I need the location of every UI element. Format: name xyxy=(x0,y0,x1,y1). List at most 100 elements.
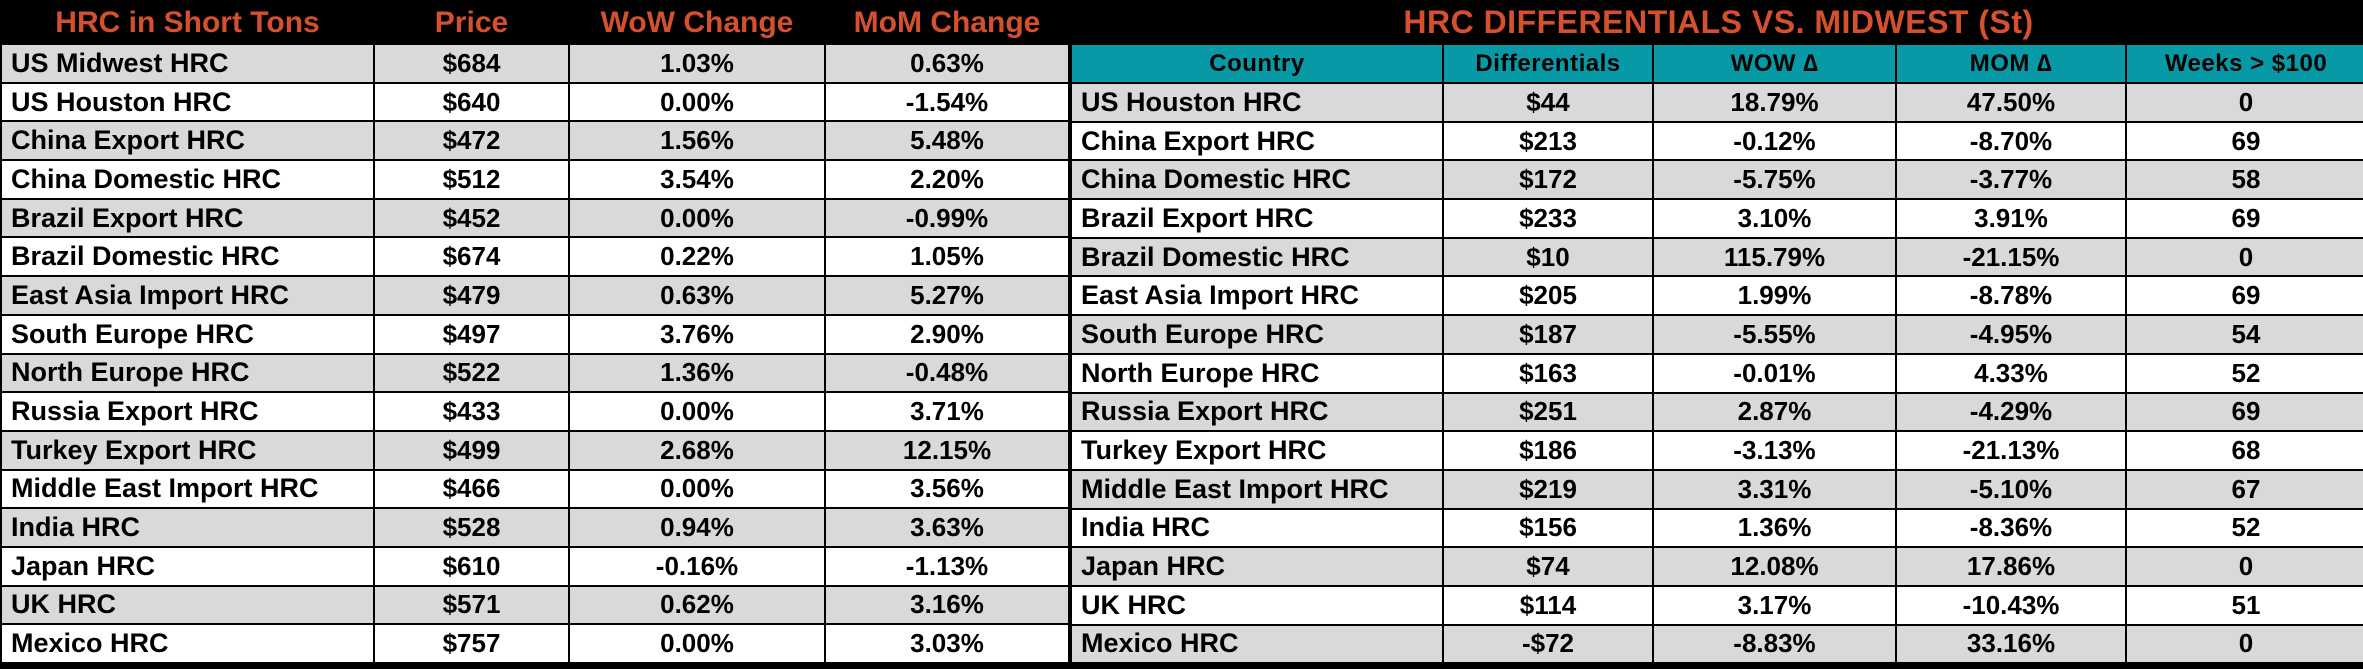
table-row: South Europe HRC $187 -5.55% -4.95% 54 xyxy=(1070,314,2363,355)
weeks-over-100-cell: 69 xyxy=(2124,198,2363,239)
price-cell: $512 xyxy=(373,159,570,200)
mom-delta-cell: -3.77% xyxy=(1895,159,2127,201)
weeks-over-100-cell: 51 xyxy=(2124,584,2363,626)
wow-change-cell: 0.63% xyxy=(568,275,826,316)
table-row: East Asia Import HRC $205 1.99% -8.78% 69 xyxy=(1070,275,2363,317)
table-row: UK HRC $114 3.17% -10.43% 51 xyxy=(1070,584,2363,626)
weeks-over-100-cell: 58 xyxy=(2124,159,2363,201)
wow-delta-cell: 1.36% xyxy=(1652,507,1897,549)
differential-cell: -$72 xyxy=(1442,623,1654,665)
table-row: Middle East Import HRC $219 3.31% -5.10% 67 xyxy=(1070,468,2363,510)
weeks-over-100-column-header: Weeks > $100 xyxy=(2124,43,2363,84)
country-cell: Brazil Domestic HRC xyxy=(0,236,375,278)
wow-delta-cell: -8.83% xyxy=(1652,623,1897,665)
table-row: India HRC $156 1.36% -8.36% 52 xyxy=(1070,507,2363,549)
differential-cell: $172 xyxy=(1442,159,1654,201)
country-cell: India HRC xyxy=(1070,507,1444,549)
mom-change-cell: 5.27% xyxy=(824,275,1070,316)
country-cell: Japan HRC xyxy=(0,545,375,587)
mom-delta-cell: 4.33% xyxy=(1895,352,2127,394)
country-cell: India HRC xyxy=(0,507,375,548)
wow-delta-cell: 3.17% xyxy=(1652,584,1897,626)
table-row: China Export HRC $213 -0.12% -8.70% 69 xyxy=(1070,120,2363,162)
table-row: Japan HRC $610 -0.16% -1.13% xyxy=(0,545,1070,587)
mom-change-cell: 2.90% xyxy=(824,313,1070,355)
differential-cell: $44 xyxy=(1442,82,1654,123)
weeks-over-100-cell: 69 xyxy=(2124,275,2363,317)
right-table-header-row: Country Differentials WOW ∆ MOM ∆ Weeks … xyxy=(1070,43,2363,84)
wow-delta-cell: 3.10% xyxy=(1652,198,1897,239)
differential-cell: $187 xyxy=(1442,314,1654,355)
differential-cell: $163 xyxy=(1442,352,1654,394)
country-cell: China Domestic HRC xyxy=(0,159,375,200)
mom-change-cell: -0.99% xyxy=(824,197,1070,239)
price-column-header: Price xyxy=(373,0,570,45)
price-cell: $472 xyxy=(373,120,570,162)
wow-delta-cell: 12.08% xyxy=(1652,546,1897,587)
table-row: China Domestic HRC $512 3.54% 2.20% xyxy=(0,159,1070,200)
mom-change-cell: 0.63% xyxy=(824,43,1070,84)
country-cell: South Europe HRC xyxy=(1070,314,1444,355)
table-row: Brazil Export HRC $452 0.00% -0.99% xyxy=(0,197,1070,239)
weeks-over-100-cell: 68 xyxy=(2124,430,2363,471)
country-cell: UK HRC xyxy=(0,584,375,626)
mom-delta-cell: 17.86% xyxy=(1895,546,2127,587)
wow-change-cell: 1.03% xyxy=(568,43,826,84)
wow-change-cell: 1.56% xyxy=(568,120,826,162)
price-cell: $757 xyxy=(373,623,570,664)
right-table-title: HRC DIFFERENTIALS VS. MIDWEST (St) xyxy=(1069,0,2363,45)
wow-delta-cell: 18.79% xyxy=(1652,82,1897,123)
mom-delta-cell: -5.10% xyxy=(1895,468,2127,510)
differential-cell: $74 xyxy=(1442,546,1654,587)
price-cell: $684 xyxy=(373,43,570,84)
weeks-over-100-cell: 52 xyxy=(2124,352,2363,394)
price-cell: $497 xyxy=(373,313,570,355)
mom-change-cell: 3.03% xyxy=(824,623,1070,664)
wow-delta-column-header: WOW ∆ xyxy=(1652,43,1897,84)
wow-change-cell: 0.00% xyxy=(568,391,826,432)
country-cell: US Houston HRC xyxy=(0,81,375,123)
left-table-title: HRC in Short Tons xyxy=(0,0,375,45)
mom-change-cell: 3.16% xyxy=(824,584,1070,626)
mom-delta-cell: -8.78% xyxy=(1895,275,2127,317)
country-cell: China Domestic HRC xyxy=(1070,159,1444,201)
country-cell: Brazil Export HRC xyxy=(1070,198,1444,239)
country-cell: US Midwest HRC xyxy=(0,43,375,84)
wow-change-cell: 3.54% xyxy=(568,159,826,200)
country-cell: US Houston HRC xyxy=(1070,82,1444,123)
table-row: Middle East Import HRC $466 0.00% 3.56% xyxy=(0,468,1070,510)
mom-change-column-header: MoM Change xyxy=(824,0,1070,45)
mom-change-cell: 3.71% xyxy=(824,391,1070,432)
country-cell: Brazil Export HRC xyxy=(0,197,375,239)
country-cell: Russia Export HRC xyxy=(0,391,375,432)
differential-cell: $205 xyxy=(1442,275,1654,317)
wow-change-cell: -0.16% xyxy=(568,545,826,587)
price-cell: $433 xyxy=(373,391,570,432)
mom-delta-cell: -4.95% xyxy=(1895,314,2127,355)
mom-delta-cell: 33.16% xyxy=(1895,623,2127,665)
price-cell: $640 xyxy=(373,81,570,123)
price-cell: $571 xyxy=(373,584,570,626)
differentials-column-header: Differentials xyxy=(1442,43,1654,84)
country-cell: China Export HRC xyxy=(1070,120,1444,162)
wow-change-cell: 0.22% xyxy=(568,236,826,278)
differential-cell: $251 xyxy=(1442,391,1654,433)
mom-delta-cell: -8.70% xyxy=(1895,120,2127,162)
table-row: Mexico HRC $757 0.00% 3.03% xyxy=(0,623,1070,664)
table-row: South Europe HRC $497 3.76% 2.90% xyxy=(0,313,1070,355)
table-row: US Houston HRC $44 18.79% 47.50% 0 xyxy=(1070,82,2363,123)
country-cell: Turkey Export HRC xyxy=(1070,430,1444,471)
weeks-over-100-cell: 69 xyxy=(2124,391,2363,433)
table-row: India HRC $528 0.94% 3.63% xyxy=(0,507,1070,548)
mom-delta-cell: -21.13% xyxy=(1895,430,2127,471)
mom-change-cell: 5.48% xyxy=(824,120,1070,162)
country-column-header: Country xyxy=(1070,43,1444,84)
table-row: US Midwest HRC $684 1.03% 0.63% xyxy=(0,43,1070,84)
wow-delta-cell: 3.31% xyxy=(1652,468,1897,510)
table-row: Turkey Export HRC $186 -3.13% -21.13% 68 xyxy=(1070,430,2363,471)
table-row: Russia Export HRC $433 0.00% 3.71% xyxy=(0,391,1070,432)
wow-change-cell: 2.68% xyxy=(568,429,826,471)
mom-change-cell: 12.15% xyxy=(824,429,1070,471)
country-cell: Mexico HRC xyxy=(1070,623,1444,665)
